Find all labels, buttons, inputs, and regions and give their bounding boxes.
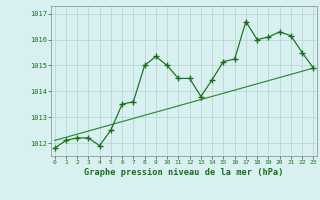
X-axis label: Graphe pression niveau de la mer (hPa): Graphe pression niveau de la mer (hPa) (84, 168, 284, 177)
